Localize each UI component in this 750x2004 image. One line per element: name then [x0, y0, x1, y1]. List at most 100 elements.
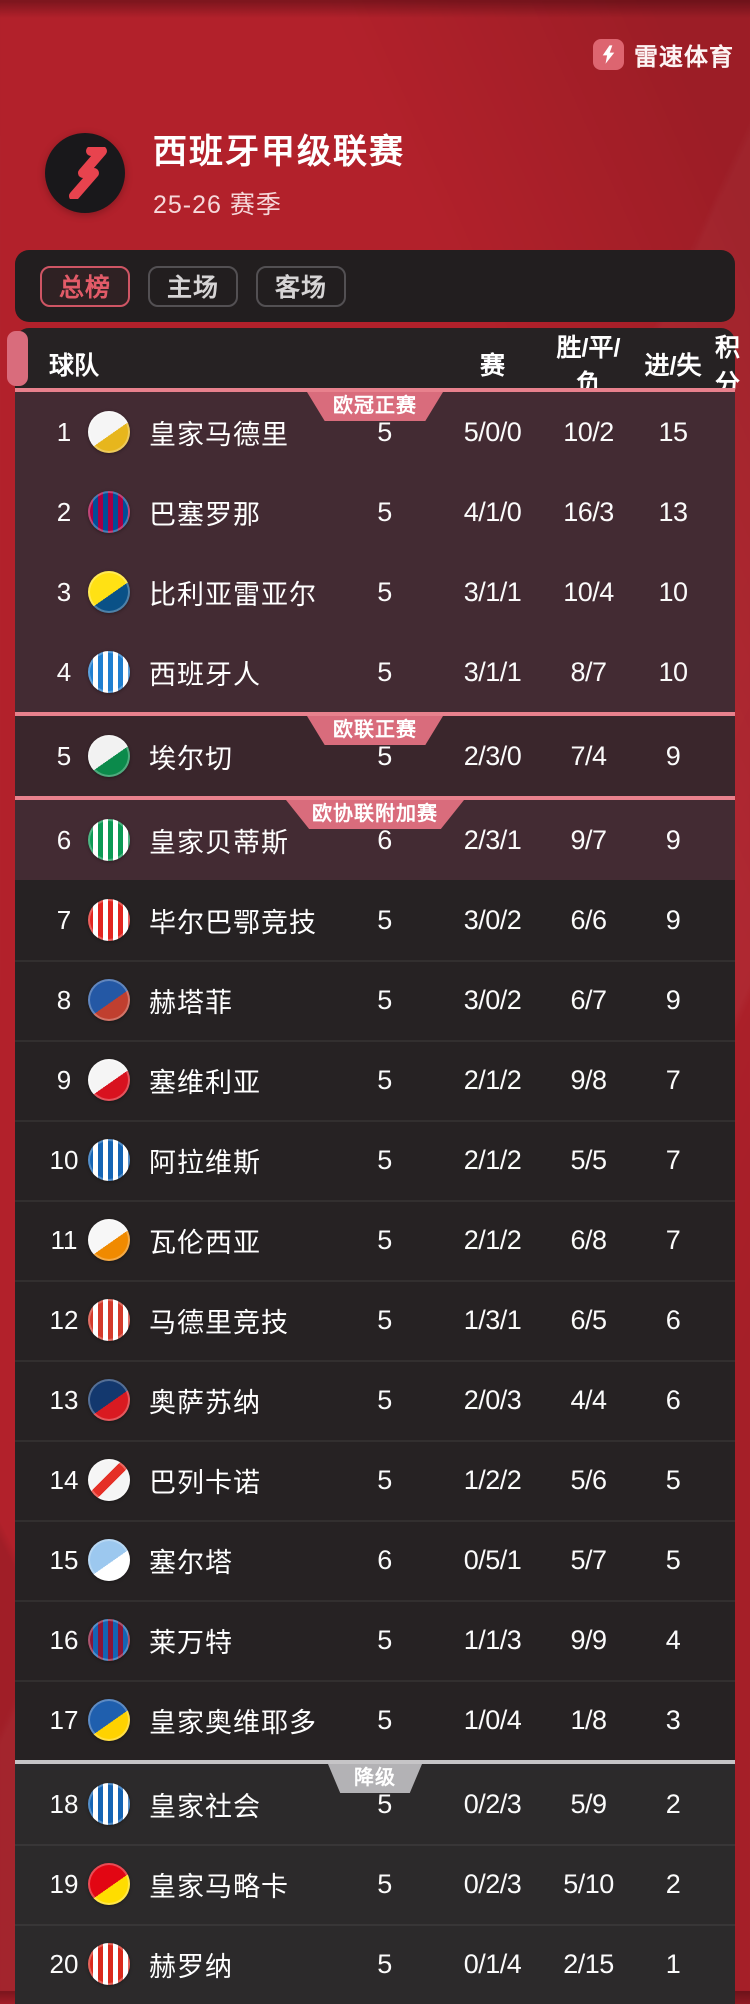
- table-row[interactable]: 14 巴列卡诺 5 1/2/2 5/6 5: [15, 1440, 735, 1520]
- team-name: 毕尔巴鄂竞技: [149, 907, 317, 938]
- team-logo: [87, 1539, 131, 1581]
- table-row[interactable]: 17 皇家奥维耶多 5 1/0/4 1/8 3: [15, 1680, 735, 1760]
- team-name: 皇家奥维耶多: [149, 1707, 317, 1738]
- table-row[interactable]: 13 奥萨苏纳 5 2/0/3 4/4 6: [15, 1360, 735, 1440]
- points-value: 10: [658, 656, 688, 687]
- table-row[interactable]: 9 塞维利亚 5 2/1/2 9/8 7: [15, 1040, 735, 1120]
- points-value: 2: [665, 1788, 681, 1819]
- table-row[interactable]: 4 西班牙人 5 3/1/1 8/7 10: [15, 632, 735, 712]
- played-value: 5: [377, 1144, 392, 1175]
- column-header-goals: 进/失: [644, 352, 702, 380]
- played-value: 5: [377, 1788, 392, 1819]
- goals-value: 7/4: [570, 740, 607, 771]
- wdl-value: 2/3/1: [463, 824, 522, 855]
- points-value: 2: [665, 1868, 681, 1899]
- goals-value: 5/9: [570, 1788, 607, 1819]
- team-crest-icon: [88, 1299, 130, 1341]
- team-crest-icon: [88, 1379, 130, 1421]
- team-logo: [87, 1139, 131, 1181]
- team-name: 塞维利亚: [149, 1067, 261, 1098]
- team-crest-icon: [88, 411, 130, 453]
- points-value: 9: [665, 904, 681, 935]
- team-logo: [87, 1619, 131, 1661]
- team-name: 皇家马德里: [149, 419, 289, 450]
- rank-value: 1: [56, 416, 72, 447]
- points-value: 6: [665, 1384, 681, 1415]
- team-logo: [87, 1863, 131, 1905]
- table-row[interactable]: 2 巴塞罗那 5 4/1/0 16/3 13: [15, 472, 735, 552]
- team-logo: [87, 1459, 131, 1501]
- zone-badge: 欧协联附加赛: [286, 800, 464, 829]
- team-logo: [87, 899, 131, 941]
- column-header-team: 球队: [49, 352, 100, 380]
- table-row[interactable]: 12 马德里竞技 5 1/3/1 6/5 6: [15, 1280, 735, 1360]
- team-crest-icon: [88, 1459, 130, 1501]
- team-name: 瓦伦西亚: [149, 1227, 261, 1258]
- team-name: 阿拉维斯: [149, 1147, 261, 1178]
- tab-away[interactable]: 客场: [256, 265, 347, 307]
- goals-value: 5/6: [570, 1464, 607, 1495]
- played-value: 5: [377, 1868, 392, 1899]
- goals-value: 6/7: [570, 984, 607, 1015]
- team-logo: [87, 819, 131, 861]
- wdl-value: 0/1/4: [463, 1948, 522, 1979]
- played-value: 5: [377, 416, 392, 447]
- table-row[interactable]: 7 毕尔巴鄂竞技 5 3/0/2 6/6 9: [15, 880, 735, 960]
- wdl-value: 1/3/1: [463, 1304, 522, 1335]
- wdl-value: 0/2/3: [463, 1868, 522, 1899]
- table-row[interactable]: 16 莱万特 5 1/1/3 9/9 4: [15, 1600, 735, 1680]
- table-row[interactable]: 19 皇家马略卡 5 0/2/3 5/10 2: [15, 1844, 735, 1924]
- zone-divider: 欧联正赛: [15, 712, 735, 745]
- team-name: 巴塞罗那: [149, 499, 261, 530]
- rank-value: 7: [56, 904, 72, 935]
- played-value: 5: [377, 656, 392, 687]
- rank-value: 2: [56, 496, 72, 527]
- wdl-value: 3/0/2: [463, 904, 522, 935]
- goals-value: 10/2: [563, 416, 614, 447]
- brand: 雷速体育: [593, 37, 734, 72]
- tab-overall[interactable]: 总榜: [40, 265, 131, 307]
- table-row[interactable]: 11 瓦伦西亚 5 2/1/2 6/8 7: [15, 1200, 735, 1280]
- team-logo: [87, 1379, 131, 1421]
- wdl-value: 0/2/3: [463, 1788, 522, 1819]
- zone-divider: 欧冠正赛: [15, 388, 735, 421]
- points-value: 6: [665, 1304, 681, 1335]
- team-logo: [87, 651, 131, 693]
- zone-badge: 降级: [328, 1764, 422, 1793]
- goals-value: 1/8: [570, 1704, 607, 1735]
- team-crest-icon: [88, 819, 130, 861]
- brand-name: 雷速体育: [634, 44, 734, 71]
- goals-value: 8/7: [570, 656, 607, 687]
- points-value: 5: [665, 1544, 681, 1575]
- team-name: 皇家社会: [149, 1791, 261, 1822]
- tab-home[interactable]: 主场: [148, 265, 239, 307]
- table-row[interactable]: 15 塞尔塔 6 0/5/1 5/7 5: [15, 1520, 735, 1600]
- tab-bar: 总榜 主场 客场: [15, 250, 735, 322]
- zone-divider: 欧协联附加赛: [15, 796, 735, 829]
- played-value: 5: [377, 1624, 392, 1655]
- rank-value: 5: [56, 740, 72, 771]
- team-crest-icon: [88, 1783, 130, 1825]
- played-value: 5: [377, 1384, 392, 1415]
- points-value: 4: [665, 1624, 681, 1655]
- table-row[interactable]: 8 赫塔菲 5 3/0/2 6/7 9: [15, 960, 735, 1040]
- goals-value: 6/5: [570, 1304, 607, 1335]
- team-logo: [87, 1783, 131, 1825]
- table-rows: 欧冠正赛 1 皇家马德里 5 5/0/0 10/2 15 2 巴塞罗那 5 4/…: [15, 388, 735, 2004]
- table-row[interactable]: 10 阿拉维斯 5 2/1/2 5/5 7: [15, 1120, 735, 1200]
- played-value: 5: [377, 984, 392, 1015]
- points-value: 9: [665, 824, 681, 855]
- goals-value: 5/7: [570, 1544, 607, 1575]
- points-value: 13: [658, 496, 688, 527]
- wdl-value: 1/2/2: [463, 1464, 522, 1495]
- points-value: 7: [665, 1064, 681, 1095]
- laliga-logo-icon: [45, 132, 125, 213]
- points-value: 5: [665, 1464, 681, 1495]
- rank-value: 16: [49, 1624, 79, 1655]
- table-row[interactable]: 3 比利亚雷亚尔 5 3/1/1 10/4 10: [15, 552, 735, 632]
- team-logo: [87, 1299, 131, 1341]
- table-row[interactable]: 20 赫罗纳 5 0/1/4 2/15 1: [15, 1924, 735, 2004]
- table-header-row: 球队 赛 胜/平/负 进/失 积分: [15, 328, 740, 398]
- wdl-value: 3/1/1: [463, 576, 522, 607]
